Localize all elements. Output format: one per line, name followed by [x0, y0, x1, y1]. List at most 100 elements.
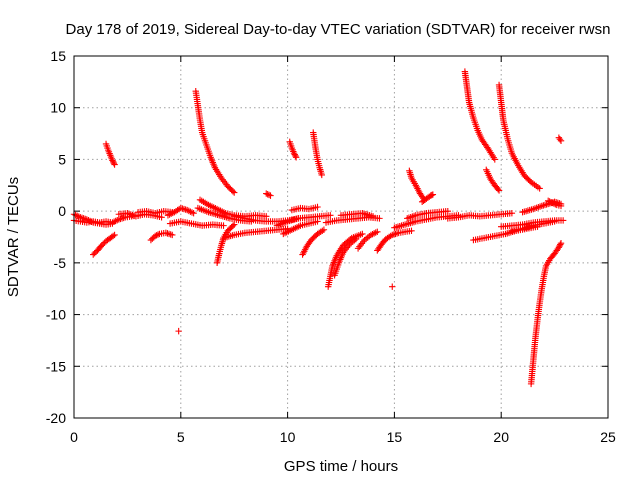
series-arc-43 — [519, 198, 565, 216]
series-arc-27 — [337, 210, 377, 220]
data-point-marker — [370, 230, 378, 237]
data-point-marker — [495, 187, 503, 194]
series-arc-19 — [273, 212, 334, 229]
data-point-marker — [444, 207, 451, 215]
data-point-marker — [544, 197, 552, 204]
series-arc-42 — [527, 240, 565, 388]
data-point-marker — [292, 152, 299, 160]
data-point-marker — [231, 189, 238, 196]
data-point-marker — [91, 250, 98, 257]
data-point-marker — [169, 231, 176, 239]
series-arc-13 — [194, 204, 255, 225]
series-arc-36 — [461, 68, 498, 163]
series-arc-04 — [102, 140, 118, 168]
y-tick-label: 15 — [50, 48, 66, 64]
chart-title: Day 178 of 2019, Sidereal Day-to-day VTE… — [66, 21, 611, 38]
data-point-marker — [320, 226, 328, 233]
x-tick-label: 10 — [280, 429, 296, 445]
data-point-marker — [98, 242, 105, 249]
series-arc-07 — [147, 229, 176, 244]
series-arc-23 — [310, 129, 325, 179]
axis-ticks: 0 5 10 15 20 25 -20 -15 -10 -5 0 5 10 15 — [46, 48, 616, 445]
data-point-marker — [369, 213, 377, 220]
x-tick-label: 0 — [70, 429, 78, 445]
data-point-marker — [551, 218, 558, 225]
data-point-marker — [556, 242, 563, 250]
data-point-marker — [552, 201, 559, 208]
data-point-marker — [229, 188, 237, 195]
data-point-marker — [267, 192, 274, 199]
data-point-marker — [231, 221, 238, 228]
series-arc-39 — [495, 81, 543, 192]
series-arc-35 — [444, 210, 516, 222]
series-arc-14 — [213, 221, 238, 267]
y-axis-label: SDTVAR / TECUs — [5, 177, 22, 297]
data-point-marker — [508, 210, 516, 217]
plot-frame — [73, 55, 609, 419]
series-arc-25 — [331, 235, 360, 279]
series-arc-30 — [389, 283, 396, 290]
data-point-marker — [557, 240, 565, 247]
y-tick-label: 5 — [58, 151, 66, 167]
data-point-marker — [327, 212, 334, 219]
x-axis-label: GPS time / hours — [284, 458, 398, 475]
data-point-marker — [557, 202, 565, 210]
series-arc-33 — [406, 167, 428, 203]
data-point-marker — [99, 240, 107, 248]
y-tick-label: 10 — [50, 100, 66, 116]
data-point-marker — [491, 156, 498, 163]
series-arc-17 — [263, 190, 274, 199]
data-point-marker — [291, 151, 298, 158]
series-arc-44 — [544, 197, 565, 210]
data-point-marker — [536, 185, 543, 192]
series-arc-18 — [286, 138, 300, 161]
data-point-marker — [557, 241, 564, 248]
data-point-marker — [90, 251, 97, 258]
series-arc-45 — [555, 134, 565, 145]
series-arc-22 — [299, 226, 328, 258]
data-point-marker — [555, 244, 563, 251]
data-point-marker — [158, 214, 165, 221]
data-point-marker — [149, 235, 156, 242]
data-point-marker — [109, 158, 117, 166]
x-tick-label: 25 — [600, 429, 616, 445]
data-point-marker — [175, 327, 182, 335]
data-point-marker — [408, 227, 415, 234]
data-point-marker — [314, 203, 321, 211]
series-arc-24 — [324, 230, 366, 290]
data-point-marker — [389, 283, 396, 290]
x-tick-label: 15 — [387, 429, 403, 445]
data-point-marker — [550, 200, 558, 207]
series-arc-28 — [354, 228, 381, 252]
data-point-marker — [109, 220, 116, 227]
data-point-marker — [265, 191, 273, 199]
data-point-marker — [263, 190, 270, 197]
data-point-marker — [264, 191, 271, 198]
series-arc-09 — [175, 327, 182, 335]
y-tick-label: -10 — [46, 307, 66, 323]
data-point-marker — [484, 144, 491, 151]
series-arc-20 — [280, 218, 321, 238]
data-point-marker — [549, 199, 556, 207]
series-arc-29 — [374, 227, 415, 254]
data-point-marker — [147, 236, 155, 244]
data-point-marker — [153, 232, 160, 239]
data-point-marker — [352, 235, 360, 243]
y-tick-label: -5 — [54, 255, 67, 271]
series-arc-10 — [166, 218, 227, 229]
data-point-marker — [151, 232, 159, 240]
series-arc-11 — [192, 87, 238, 196]
data-point-marker — [374, 228, 381, 236]
data-point-marker — [290, 150, 298, 157]
series-arc-21 — [288, 203, 321, 214]
data-point-marker — [110, 160, 118, 167]
data-point-marker — [546, 198, 553, 205]
data-point-marker — [314, 218, 321, 225]
series-arc-02 — [70, 211, 116, 228]
data-point-marker — [494, 185, 502, 193]
series-arc-34 — [418, 191, 437, 206]
data-point-marker — [318, 171, 325, 179]
y-tick-label: -20 — [46, 410, 66, 426]
data-point-marker — [220, 222, 227, 229]
